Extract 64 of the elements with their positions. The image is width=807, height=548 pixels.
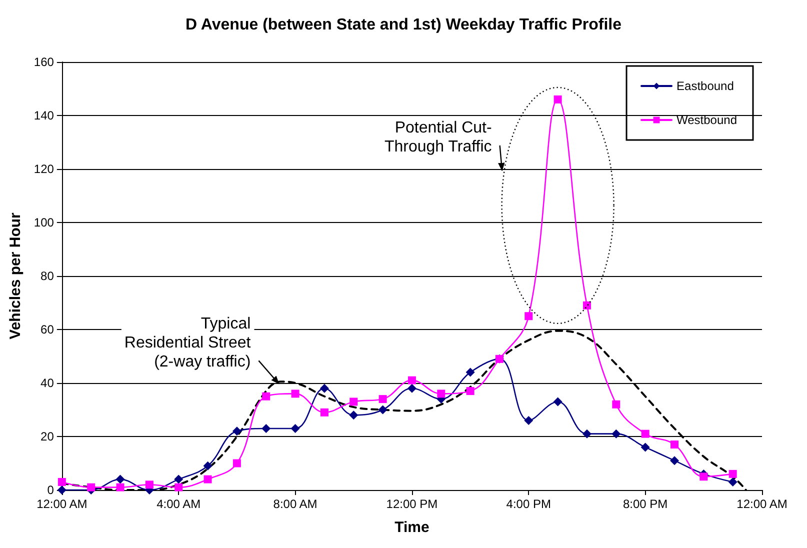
- point: [349, 410, 358, 420]
- point: [174, 474, 184, 484]
- point: [553, 397, 562, 406]
- chart-title: D Avenue (between State and 1st) Weekday Traffic Profile: [186, 16, 622, 34]
- legend-label: Westbound: [676, 113, 738, 127]
- point: [378, 395, 387, 404]
- point: [670, 456, 679, 466]
- point: [291, 390, 300, 398]
- point: [116, 483, 124, 492]
- x-tick-label: 8:00 PM: [622, 497, 668, 511]
- x-tick-label: 12:00 AM: [736, 497, 788, 511]
- y-tick-label: 160: [34, 55, 54, 69]
- y-tick-label: 0: [47, 483, 54, 497]
- y-tick-label: 120: [34, 162, 54, 176]
- y-tick-label: 60: [40, 322, 54, 336]
- x-tick-label: 8:00 AM: [273, 497, 318, 511]
- point: [320, 384, 329, 393]
- annotation: Typical Residential Street (2-way traffic): [124, 316, 252, 371]
- point: [203, 461, 212, 470]
- point: [728, 470, 737, 478]
- point: [262, 392, 270, 400]
- x-tick-label: 12:00 AM: [36, 497, 88, 511]
- point: [728, 477, 738, 486]
- point: [350, 398, 358, 406]
- point: [290, 424, 300, 433]
- y-tick-label: 40: [40, 376, 54, 390]
- y-tick-label: 140: [34, 108, 54, 122]
- point: [407, 384, 416, 393]
- point: [670, 440, 678, 449]
- point: [612, 400, 620, 408]
- point: [174, 483, 183, 492]
- point: [116, 474, 125, 484]
- annotation: Potential Cut- Through Traffic: [384, 119, 492, 156]
- y-axis-title: Vehicles per Hour: [7, 212, 24, 340]
- legend-label: Eastbound: [676, 79, 734, 93]
- point: [437, 390, 446, 398]
- point: [524, 416, 534, 425]
- y-tick-label: 100: [34, 216, 54, 230]
- point: [408, 376, 416, 384]
- x-tick-label: 12:00 PM: [386, 497, 438, 511]
- point: [582, 301, 591, 310]
- point: [378, 405, 388, 414]
- point: [320, 408, 328, 416]
- point: [640, 442, 650, 452]
- point: [204, 475, 212, 484]
- y-tick-label: 80: [40, 269, 54, 283]
- point: [700, 472, 708, 481]
- x-axis-title: Time: [394, 519, 430, 536]
- point: [612, 429, 621, 438]
- point: [145, 480, 154, 489]
- point: [554, 95, 562, 104]
- point: [466, 368, 475, 377]
- point: [262, 424, 271, 433]
- point: [87, 483, 96, 492]
- point: [58, 478, 66, 486]
- point: [232, 459, 241, 468]
- point: [524, 312, 533, 320]
- point: [466, 387, 474, 396]
- y-tick-label: 20: [40, 430, 54, 444]
- point: [232, 426, 242, 436]
- x-tick-label: 4:00 AM: [156, 497, 201, 511]
- point: [582, 429, 592, 438]
- point: [641, 430, 650, 438]
- x-tick-label: 4:00 PM: [506, 497, 551, 511]
